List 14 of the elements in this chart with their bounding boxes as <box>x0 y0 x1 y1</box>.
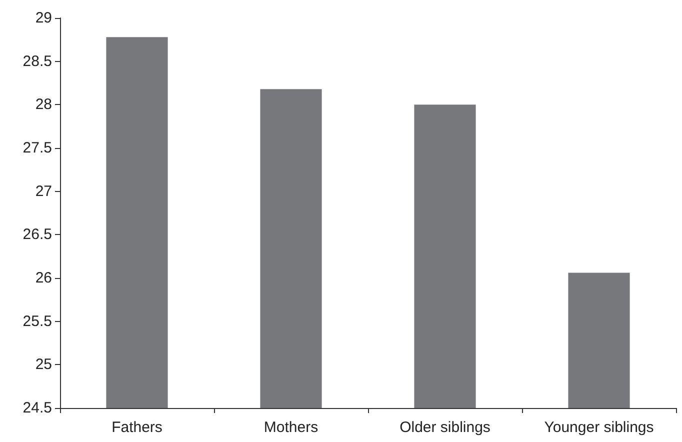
x-tick-label: Older siblings <box>400 419 490 436</box>
y-tick-label: 27.5 <box>22 140 52 156</box>
x-tick-label: Mothers <box>264 419 318 436</box>
x-tick-label: Fathers <box>112 419 162 436</box>
y-tick-label: 26 <box>35 270 52 286</box>
y-tick-label: 25.5 <box>22 312 52 330</box>
y-tick-label: 26.5 <box>22 226 52 244</box>
y-tick-label: 28 <box>35 96 52 114</box>
y-tick-label: 28.5 <box>22 52 52 70</box>
x-tick-label: Younger siblings <box>544 419 654 436</box>
y-tick-label: 27 <box>35 182 52 200</box>
y-tick-label: 29 <box>35 10 52 26</box>
y-tick-label: 25 <box>35 356 52 374</box>
y-tick-label: 24.5 <box>22 400 52 416</box>
